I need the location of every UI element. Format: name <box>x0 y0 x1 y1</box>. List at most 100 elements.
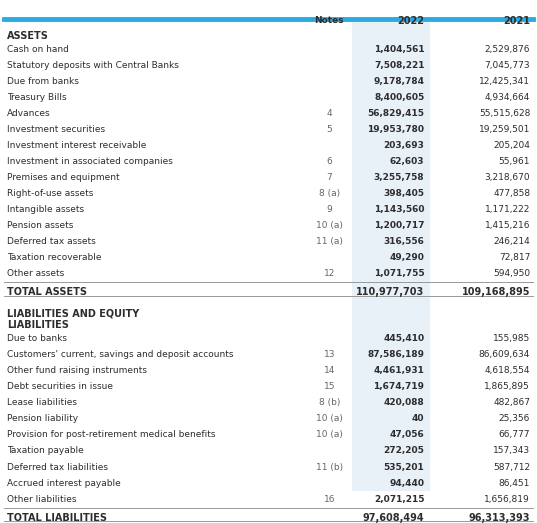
FancyBboxPatch shape <box>352 22 430 491</box>
Text: 16: 16 <box>324 495 335 504</box>
Text: 2021: 2021 <box>503 16 530 26</box>
Text: Right-of-use assets: Right-of-use assets <box>7 189 93 198</box>
Text: 205,204: 205,204 <box>494 141 530 150</box>
Text: 246,214: 246,214 <box>494 237 530 246</box>
Text: Advances: Advances <box>7 109 50 118</box>
Text: 4,461,931: 4,461,931 <box>374 366 424 375</box>
Text: 55,961: 55,961 <box>499 157 530 166</box>
Text: 1,143,560: 1,143,560 <box>374 205 424 214</box>
Text: Debt securities in issue: Debt securities in issue <box>7 382 113 391</box>
Text: 72,817: 72,817 <box>499 253 530 262</box>
Text: ASSETS: ASSETS <box>7 31 49 41</box>
Text: 40: 40 <box>412 414 424 424</box>
Text: Deferred tax liabilities: Deferred tax liabilities <box>7 462 108 472</box>
Text: 3,255,758: 3,255,758 <box>374 173 424 182</box>
Text: Investment in associated companies: Investment in associated companies <box>7 157 173 166</box>
Text: 1,200,717: 1,200,717 <box>374 221 424 230</box>
Text: 25,356: 25,356 <box>499 414 530 424</box>
Text: 62,603: 62,603 <box>390 157 424 166</box>
Text: 7,508,221: 7,508,221 <box>374 61 424 70</box>
Text: Investment interest receivable: Investment interest receivable <box>7 141 146 150</box>
Text: 86,451: 86,451 <box>499 479 530 487</box>
Text: Due to banks: Due to banks <box>7 334 67 343</box>
Text: 15: 15 <box>324 382 335 391</box>
Text: Other fund raising instruments: Other fund raising instruments <box>7 366 147 375</box>
Text: 96,313,393: 96,313,393 <box>469 513 530 522</box>
Text: Other assets: Other assets <box>7 269 64 278</box>
Text: 11 (a): 11 (a) <box>316 237 343 246</box>
Text: 4,934,664: 4,934,664 <box>485 93 530 101</box>
Text: 203,693: 203,693 <box>383 141 424 150</box>
Text: Notes: Notes <box>315 16 344 25</box>
Text: 482,867: 482,867 <box>493 399 530 407</box>
Text: 2,529,876: 2,529,876 <box>485 44 530 53</box>
Text: 5: 5 <box>326 125 332 134</box>
Text: 4: 4 <box>326 109 332 118</box>
Text: Due from banks: Due from banks <box>7 77 79 86</box>
Text: 316,556: 316,556 <box>383 237 424 246</box>
Text: 1,071,755: 1,071,755 <box>374 269 424 278</box>
Text: 587,712: 587,712 <box>493 462 530 472</box>
Text: 7: 7 <box>326 173 332 182</box>
Text: 19,259,501: 19,259,501 <box>479 125 530 134</box>
Text: 157,343: 157,343 <box>493 447 530 456</box>
Text: 10 (a): 10 (a) <box>316 430 343 439</box>
Text: 8 (b): 8 (b) <box>318 399 340 407</box>
Text: LIABILITIES AND EQUITY: LIABILITIES AND EQUITY <box>7 309 139 319</box>
Text: 97,608,494: 97,608,494 <box>363 513 424 522</box>
Text: Pension liability: Pension liability <box>7 414 78 424</box>
Text: 3,218,670: 3,218,670 <box>484 173 530 182</box>
Text: 12: 12 <box>324 269 335 278</box>
Text: 55,515,628: 55,515,628 <box>479 109 530 118</box>
Text: 1,404,561: 1,404,561 <box>374 44 424 53</box>
Text: 4,618,554: 4,618,554 <box>485 366 530 375</box>
Text: 6: 6 <box>326 157 332 166</box>
Text: Premises and equipment: Premises and equipment <box>7 173 119 182</box>
Text: 1,656,819: 1,656,819 <box>484 495 530 504</box>
Text: 87,586,189: 87,586,189 <box>367 350 424 359</box>
Text: 2,071,215: 2,071,215 <box>374 495 424 504</box>
Text: 398,405: 398,405 <box>383 189 424 198</box>
Text: Pension assets: Pension assets <box>7 221 73 230</box>
Text: 10 (a): 10 (a) <box>316 414 343 424</box>
Text: 11 (b): 11 (b) <box>316 462 343 472</box>
Text: Cash on hand: Cash on hand <box>7 44 69 53</box>
Text: Provision for post-retirement medical benefits: Provision for post-retirement medical be… <box>7 430 215 439</box>
Text: Customers' current, savings and deposit accounts: Customers' current, savings and deposit … <box>7 350 233 359</box>
Text: 9,178,784: 9,178,784 <box>373 77 424 86</box>
Text: 9: 9 <box>326 205 332 214</box>
Text: 14: 14 <box>324 366 335 375</box>
Text: 594,950: 594,950 <box>493 269 530 278</box>
Text: 445,410: 445,410 <box>383 334 424 343</box>
Text: Taxation recoverable: Taxation recoverable <box>7 253 101 262</box>
Text: 47,056: 47,056 <box>390 430 424 439</box>
Text: TOTAL ASSETS: TOTAL ASSETS <box>7 287 87 297</box>
Text: 535,201: 535,201 <box>384 462 424 472</box>
Text: 12,425,341: 12,425,341 <box>479 77 530 86</box>
Text: 10 (a): 10 (a) <box>316 221 343 230</box>
Text: 49,290: 49,290 <box>389 253 424 262</box>
Text: Taxation payable: Taxation payable <box>7 447 84 456</box>
Text: 56,829,415: 56,829,415 <box>367 109 424 118</box>
Text: 13: 13 <box>324 350 335 359</box>
Text: Lease liabilities: Lease liabilities <box>7 399 77 407</box>
Text: 7,045,773: 7,045,773 <box>484 61 530 70</box>
Text: Treasury Bills: Treasury Bills <box>7 93 67 101</box>
Text: 420,088: 420,088 <box>384 399 424 407</box>
Text: 477,858: 477,858 <box>493 189 530 198</box>
Text: 8,400,605: 8,400,605 <box>374 93 424 101</box>
Text: Deferred tax assets: Deferred tax assets <box>7 237 96 246</box>
Text: 1,674,719: 1,674,719 <box>373 382 424 391</box>
Text: LIABILITIES: LIABILITIES <box>7 321 69 331</box>
Text: 110,977,703: 110,977,703 <box>356 287 424 297</box>
Text: 8 (a): 8 (a) <box>319 189 340 198</box>
Text: 2022: 2022 <box>397 16 424 26</box>
Text: 1,415,216: 1,415,216 <box>485 221 530 230</box>
Text: 1,171,222: 1,171,222 <box>485 205 530 214</box>
Text: Investment securities: Investment securities <box>7 125 105 134</box>
Text: 94,440: 94,440 <box>389 479 424 487</box>
Text: Accrued interest payable: Accrued interest payable <box>7 479 121 487</box>
Text: Other liabilities: Other liabilities <box>7 495 76 504</box>
Text: 86,609,634: 86,609,634 <box>479 350 530 359</box>
Text: 66,777: 66,777 <box>499 430 530 439</box>
